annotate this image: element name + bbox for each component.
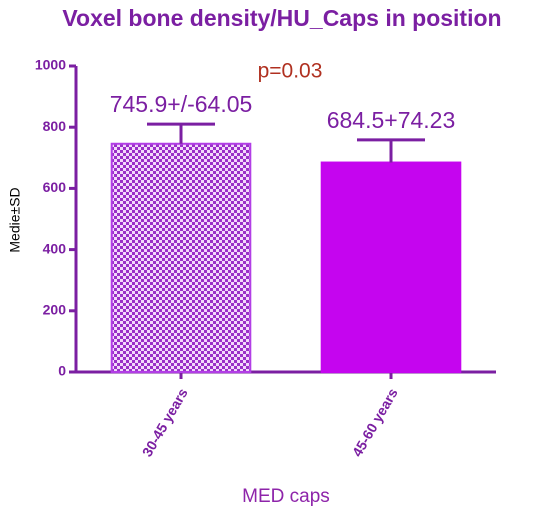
bar	[320, 161, 462, 373]
error-bar	[357, 138, 425, 163]
y-axis-label: Medie±SD	[7, 187, 23, 252]
value-label: 684.5+74.23	[327, 107, 456, 133]
bar	[110, 142, 252, 373]
annotation: p=0.03	[258, 60, 323, 83]
x-tick-label: 30-45 years	[139, 385, 191, 459]
y-tick-label: 400	[43, 240, 67, 256]
y-tick-label: 800	[43, 118, 67, 134]
chart-title: Voxel bone density/HU_Caps in position	[62, 5, 501, 31]
y-tick-label: 200	[43, 302, 67, 318]
value-label: 745.9+/-64.05	[110, 91, 253, 117]
x-axis-label: MED caps	[242, 486, 330, 507]
y-tick-label: 1000	[35, 57, 66, 73]
y-tick-label: 0	[58, 363, 66, 379]
error-bar	[147, 122, 215, 144]
y-tick-label: 600	[43, 179, 67, 195]
x-tick-label: 45-60 years	[349, 385, 401, 459]
